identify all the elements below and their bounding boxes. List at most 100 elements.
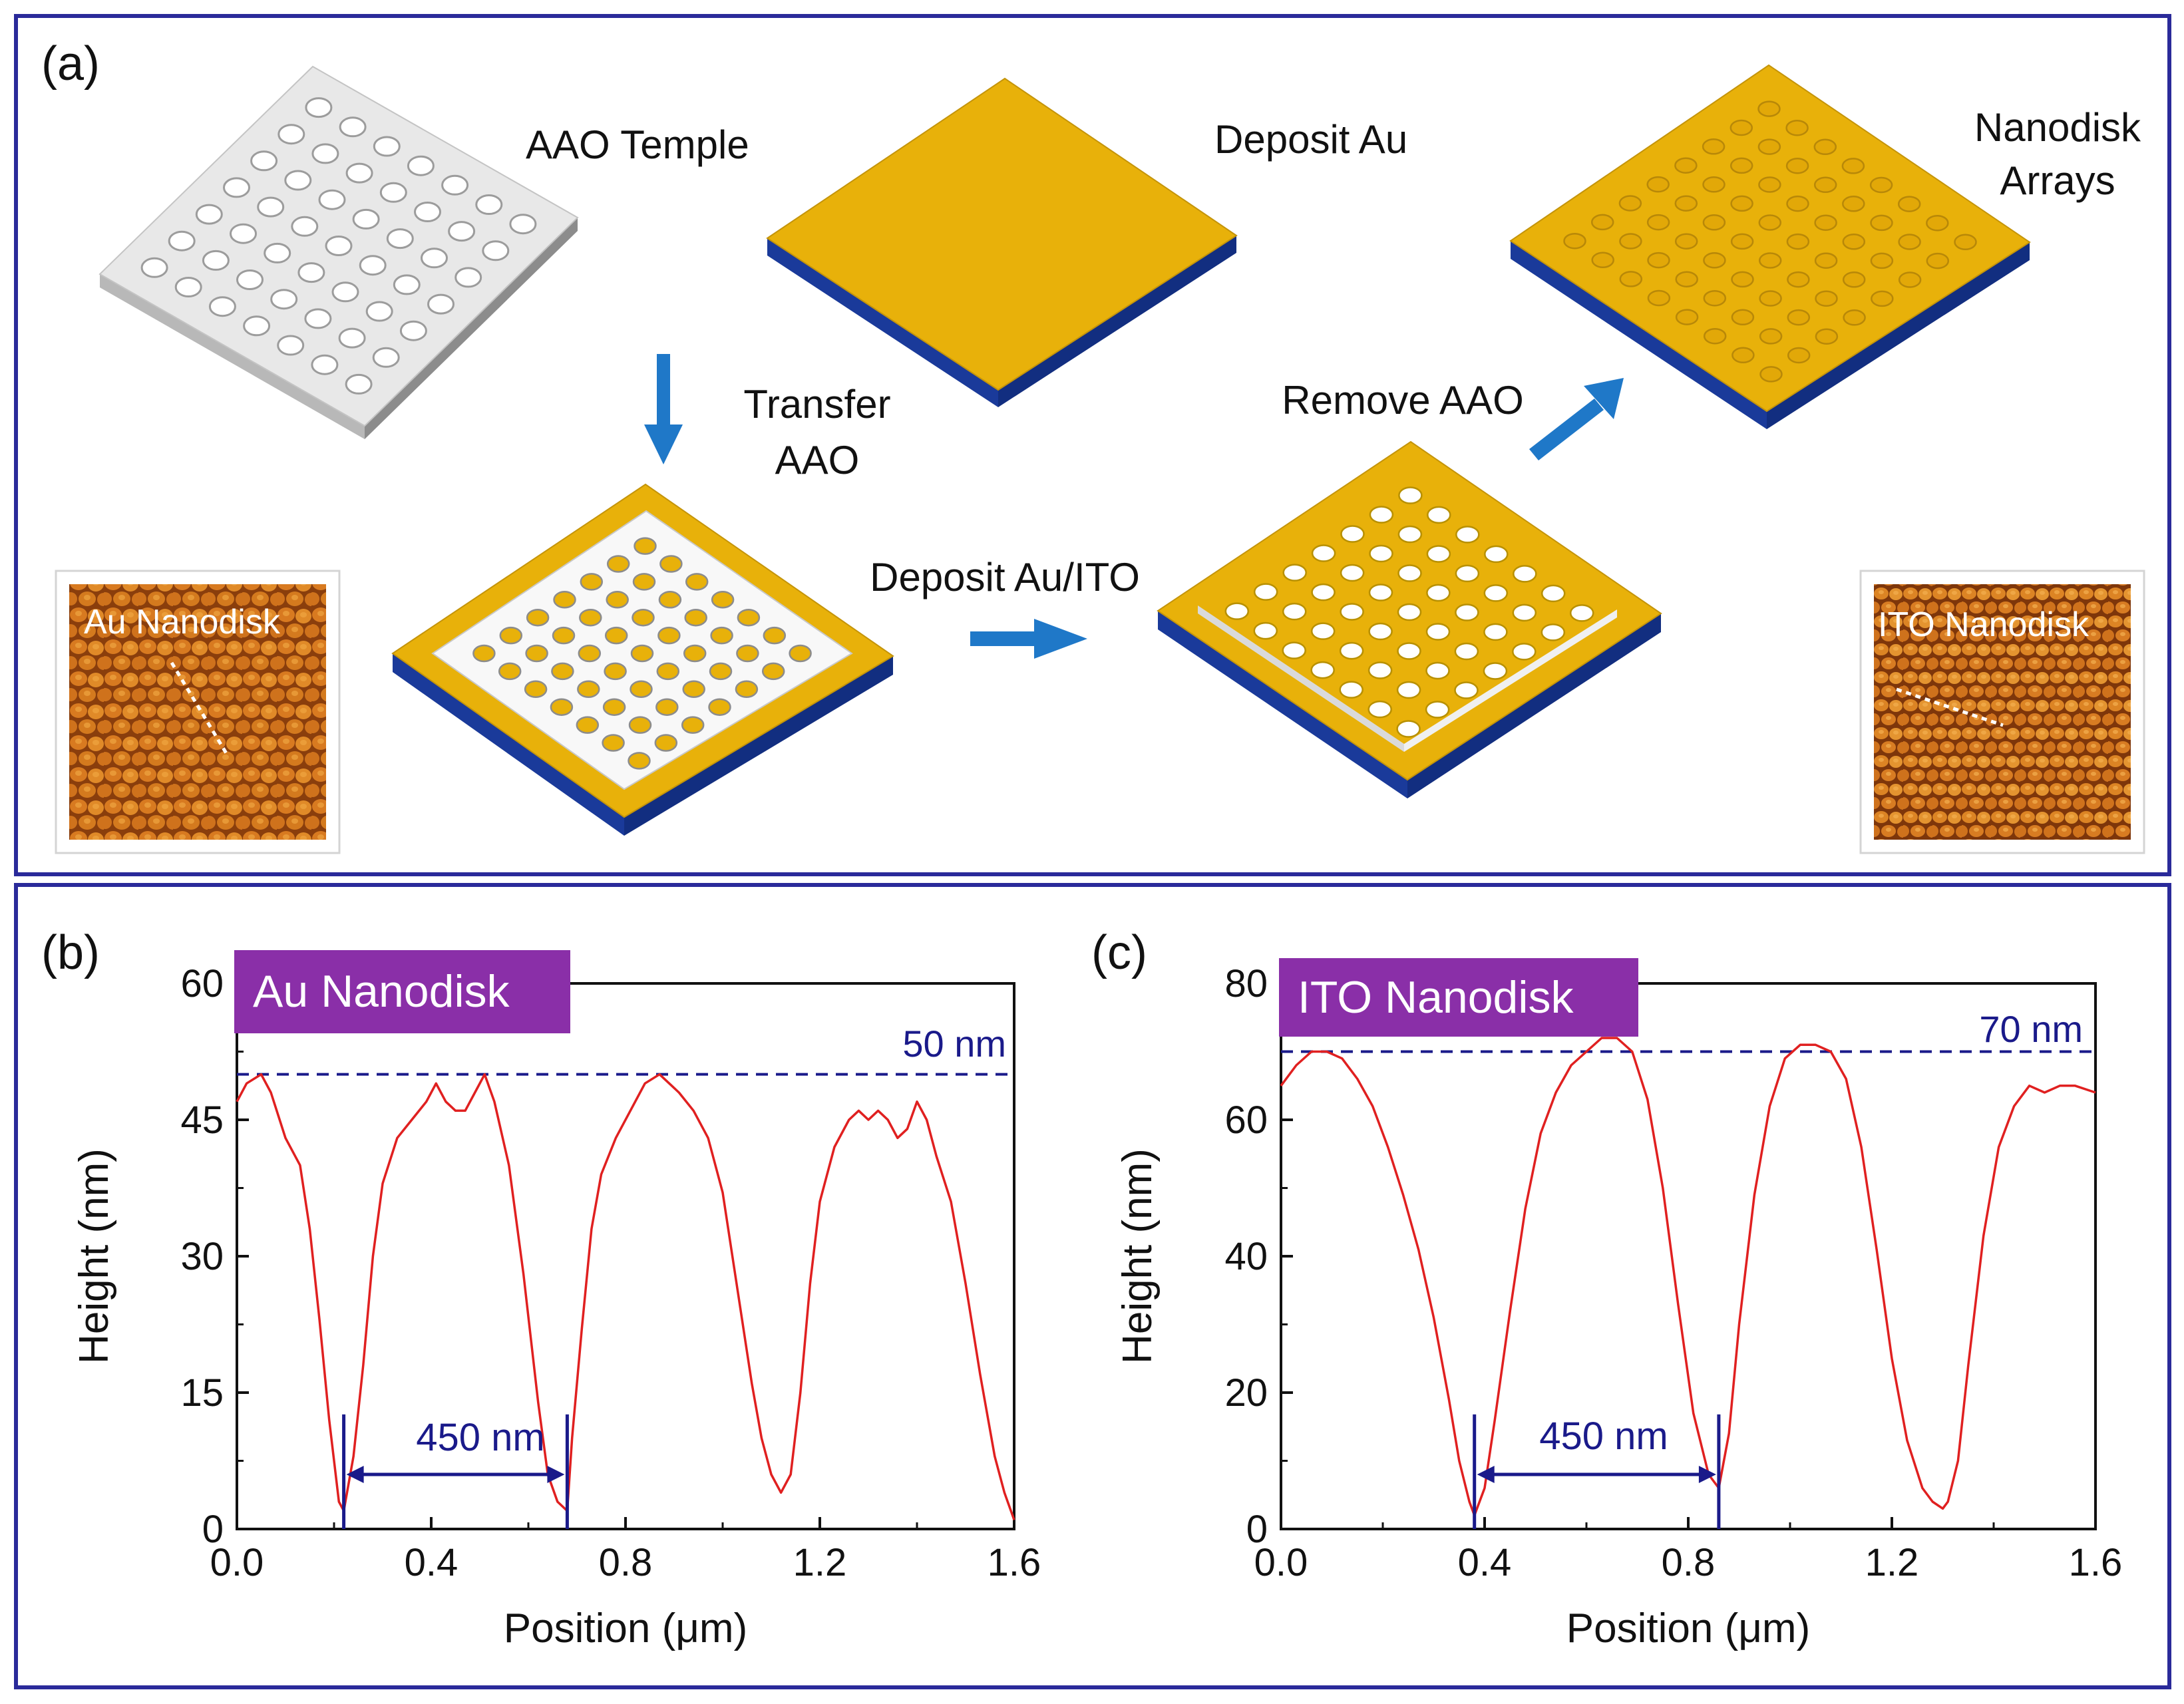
chart-c-xlabel: Position (μm) xyxy=(1566,1606,1810,1651)
nanodisk-dot xyxy=(1591,252,1614,269)
deposit-au-ito-label: Deposit Au/ITO xyxy=(870,555,1140,599)
aao-pore-open xyxy=(1425,701,1450,719)
aao-pore-gold xyxy=(761,662,785,681)
panel-bc xyxy=(14,883,2171,1689)
aao-pore-open xyxy=(1398,486,1423,504)
nanodisk-dot xyxy=(1757,100,1781,117)
aao-pore-open xyxy=(1483,623,1508,641)
remove-diagonal-arrow xyxy=(1529,378,1624,460)
chart-b-ytick-label: 15 xyxy=(180,1371,224,1415)
aao-pore xyxy=(338,327,366,349)
aao-pore xyxy=(359,255,387,276)
aao-pore-open xyxy=(1368,584,1393,601)
nanodisk-dot xyxy=(1843,309,1866,326)
nanodisk-dot xyxy=(1842,234,1866,250)
chart-b-tag-bg xyxy=(234,950,570,1033)
nanodisk-dot xyxy=(1926,214,1949,232)
aao-pore xyxy=(325,236,353,256)
aao-pore-open xyxy=(1397,525,1423,544)
aao-pore-gold xyxy=(683,644,707,663)
nanodisk-dot xyxy=(1841,158,1865,174)
aao-pore xyxy=(372,347,400,368)
aao-pore-open xyxy=(1454,642,1479,661)
nanodisk-dot xyxy=(1787,347,1811,364)
aao-pore-gold xyxy=(708,698,731,716)
aao-pore-open xyxy=(1224,602,1250,620)
nanodisk-dot xyxy=(1785,157,1809,174)
aao-pore xyxy=(195,204,223,225)
chart-c-xtick-label: 0.4 xyxy=(1458,1541,1512,1584)
deposit-au-plate xyxy=(766,77,1238,407)
aao-pore-gold xyxy=(789,644,812,663)
aao-pore-open xyxy=(1455,526,1480,544)
aao-pore xyxy=(455,267,482,288)
aao-pore-gold xyxy=(551,662,574,681)
aao-pore xyxy=(270,289,298,310)
aao-pore-open xyxy=(1425,623,1451,641)
nanodisk-dot xyxy=(1619,233,1642,250)
aao-pore-gold xyxy=(628,716,652,734)
aao-pore xyxy=(304,308,332,329)
aao-pore xyxy=(311,354,339,375)
deposit-au-label: Deposit Au xyxy=(1214,117,1407,162)
aao-pore xyxy=(407,155,435,176)
aao-pore-open xyxy=(1340,603,1364,621)
nanodisk-dot xyxy=(1674,195,1698,212)
chart-b-xtick-label: 0.4 xyxy=(405,1541,458,1584)
nanodisk-dot xyxy=(1759,366,1783,383)
chart-c-span-arrowhead-right xyxy=(1698,1466,1716,1483)
aao-pore-gold xyxy=(553,591,576,609)
panel-bc-frame xyxy=(14,883,2171,1689)
chart-c-height-curve xyxy=(1280,1037,2096,1517)
chart-b-ytick-label: 60 xyxy=(180,962,224,1005)
nanodisk-dot xyxy=(1814,214,1837,231)
aao-pore-open xyxy=(1483,584,1509,602)
aao-pore-gold xyxy=(604,626,628,645)
aao-pore-open xyxy=(1367,700,1392,719)
aao-pore-gold xyxy=(602,734,625,752)
aao-pore-open xyxy=(1541,623,1566,641)
nanodisk-dot xyxy=(1815,290,1838,307)
chart-c-ytick-label: 80 xyxy=(1224,962,1268,1005)
chart-c: (c) 0.0 0.4 0.8 1.2 1.6 0 20 40 60 80 ITO Nanodis… xyxy=(1091,926,2122,1651)
aao-pore xyxy=(250,150,278,172)
nanodisk-dot xyxy=(1675,309,1699,325)
aao-pore-open xyxy=(1455,603,1479,621)
aao-pore-gold xyxy=(736,644,759,663)
nanodisk-dot xyxy=(1647,289,1671,307)
chart-b-xtick-label: 0.8 xyxy=(599,1541,653,1584)
nanodisk-dot xyxy=(1702,138,1726,155)
nanodisk-dot xyxy=(1842,271,1866,288)
aao-template-plate xyxy=(98,65,579,439)
aao-pore xyxy=(230,223,257,244)
aao-pore xyxy=(414,202,441,222)
aao-pore-open xyxy=(1397,564,1422,582)
nanodisk-dot xyxy=(1758,252,1782,269)
aao-pore-gold xyxy=(580,573,604,591)
aao-pore-gold xyxy=(577,680,600,699)
aao-pore-open xyxy=(1311,544,1336,562)
nanodisk-dot xyxy=(1813,176,1837,194)
transfer-down-arrow xyxy=(644,354,683,464)
aao-pore-gold xyxy=(472,644,496,663)
nanodisk-dot xyxy=(1646,176,1670,193)
nanodisk-dot xyxy=(1674,233,1698,250)
aao-pore-open xyxy=(1340,525,1365,543)
aao-pore-gold xyxy=(655,698,679,716)
chart-c-ytick-label: 40 xyxy=(1224,1235,1268,1278)
aao-pore-open xyxy=(1426,545,1451,563)
aao-pore-open xyxy=(1369,506,1394,524)
aao-pore xyxy=(399,320,427,341)
aao-pore-open xyxy=(1512,643,1537,661)
chart-c-span-label: 450 nm xyxy=(1539,1415,1668,1458)
remove-aao-plate xyxy=(1157,440,1662,798)
aao-pore-open xyxy=(1484,545,1509,564)
aao-pore-gold xyxy=(685,573,709,591)
aao-pore-gold xyxy=(735,680,759,699)
nanodisk-dot xyxy=(1786,195,1809,212)
aao-pore xyxy=(284,170,312,191)
chart-b: (b) 0.0 0.4 0.8 1.2 1.6 0 15 30 45 60 Au Nanodisk… xyxy=(41,926,1041,1651)
aao-pore-gold xyxy=(630,644,654,663)
chart-b-dashed-label: 50 nm xyxy=(902,1023,1006,1065)
aao-pore-open xyxy=(1512,603,1537,622)
